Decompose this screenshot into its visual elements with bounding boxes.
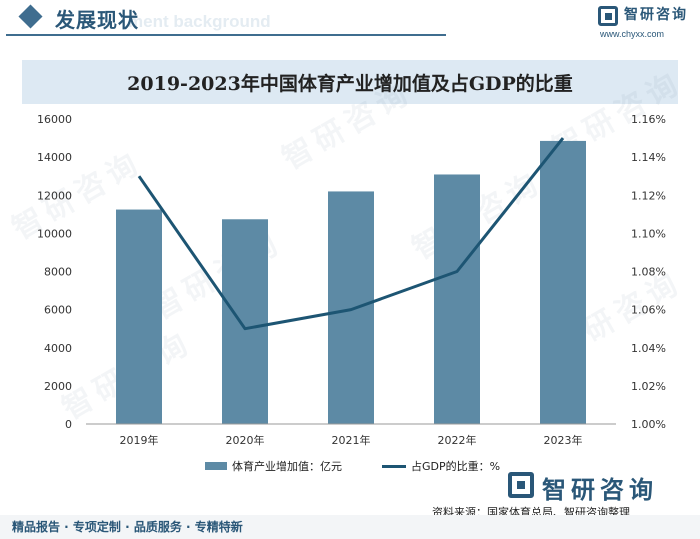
y-left-tick-label: 8000 [44, 266, 72, 279]
legend-line-label: 占GDP的比重：% [411, 460, 501, 473]
bottom-bar: 精品报告 · 专项定制 · 品质服务 · 专精特新 [0, 515, 700, 539]
y-right-tick-label: 1.00% [631, 418, 666, 431]
x-tick-label: 2019年 [120, 433, 159, 447]
legend-bar-label: 体育产业增加值：亿元 [232, 460, 342, 473]
chart-title: 2019-2023年中国体育产业增加值及占GDP的比重 [127, 73, 573, 95]
x-tick-label: 2022年 [438, 433, 477, 447]
y-left-tick-label: 16000 [37, 113, 72, 126]
y-left-tick-label: 10000 [37, 227, 72, 240]
x-tick-label: 2023年 [544, 433, 583, 447]
y-right-tick-label: 1.08% [631, 266, 666, 279]
y-right-tick-label: 1.04% [631, 342, 666, 355]
y-left-tick-label: 6000 [44, 304, 72, 317]
bottom-tagline: 精品报告 · 专项定制 · 品质服务 · 专精特新 [12, 520, 243, 534]
bar [434, 174, 480, 424]
x-tick-label: 2021年 [332, 433, 371, 447]
section-title: 发展现状 [55, 8, 139, 32]
y-left-tick-label: 0 [65, 418, 72, 431]
y-right-tick-label: 1.14% [631, 151, 666, 164]
watermark-text: 智研咨询 [277, 75, 419, 177]
chart-title-band: 2019-2023年中国体育产业增加值及占GDP的比重 [22, 60, 678, 104]
x-tick-label: 2020年 [226, 433, 265, 447]
header-ghost-text: ment background [128, 12, 271, 31]
legend: 体育产业增加值：亿元 占GDP的比重：% [205, 458, 525, 476]
page-header: ment background 发展现状 智研咨询 www.chyxx.com [0, 0, 700, 44]
y-left-tick-label: 4000 [44, 342, 72, 355]
footer-brand-name: 智研咨询 [542, 476, 658, 504]
gdp-share-line [137, 137, 565, 331]
y-right-tick-label: 1.06% [631, 304, 666, 317]
brand-url: www.chyxx.com [600, 29, 665, 39]
brand-name: 智研咨询 [624, 7, 688, 23]
y-left-tick-label: 2000 [44, 380, 72, 393]
y-right-tick-label: 1.12% [631, 189, 666, 202]
legend-bar-swatch [205, 462, 227, 470]
y-left-tick-label: 14000 [37, 151, 72, 164]
header-divider [6, 34, 446, 36]
bar [116, 209, 162, 424]
legend-line-swatch [382, 465, 406, 468]
brand-logo-icon [598, 6, 618, 26]
bar [540, 140, 586, 424]
y-right-tick-label: 1.16% [631, 113, 666, 126]
bar [222, 219, 268, 424]
y-left-tick-label: 12000 [37, 189, 72, 202]
bar [328, 191, 374, 424]
y-right-tick-label: 1.02% [631, 380, 666, 393]
footer-logo-icon [508, 472, 534, 498]
y-right-tick-label: 1.10% [631, 227, 666, 240]
